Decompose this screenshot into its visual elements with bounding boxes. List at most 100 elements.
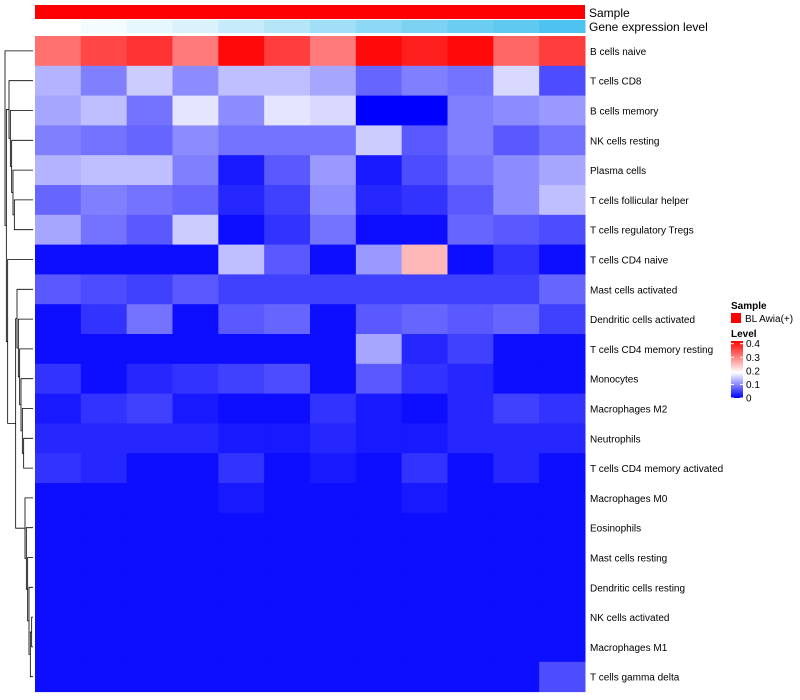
heatmap-cell: [447, 214, 494, 246]
heatmap-cell: [172, 95, 219, 126]
heatmap-cell: [447, 65, 494, 97]
heatmap-cell: [539, 542, 586, 573]
legend-tick-label: 0: [746, 394, 752, 405]
heatmap-cell: [447, 632, 494, 663]
legend-tick-label: 0.1: [746, 380, 760, 391]
heatmap-cell: [493, 453, 540, 484]
row-label: Macrophages M2: [590, 405, 668, 416]
heatmap-cell: [447, 542, 494, 573]
heatmap-cell: [264, 393, 311, 424]
dendrogram-branch: [20, 378, 33, 432]
heatmap-cell: [80, 602, 128, 633]
heatmap-cell: [35, 393, 82, 424]
legend-ticks: 0.4 0.3 0.2 0.1 0: [731, 339, 760, 405]
heatmap-cell: [172, 363, 219, 395]
heatmap-cell: [35, 65, 82, 97]
heatmap-cell: [126, 214, 173, 246]
row-label: B cells naive: [590, 47, 647, 58]
heatmap-cell: [218, 155, 265, 186]
heatmap-cell: [539, 483, 586, 514]
dendrogram-branch: [15, 318, 25, 529]
row-labels: B cells naive T cells CD8 B cells memory NK…: [590, 47, 723, 684]
heatmap-cell: [264, 602, 311, 633]
expression-annotation-cell: [493, 20, 540, 33]
heatmap-cell: [539, 125, 586, 156]
heatmap-cell: [172, 185, 219, 216]
heatmap-cell: [401, 363, 448, 395]
expression-annotation-cell: [401, 20, 448, 33]
heatmap-cell: [218, 512, 265, 544]
dendrogram-branch: [27, 557, 33, 622]
heatmap-cell: [310, 65, 357, 97]
heatmap-cell: [218, 304, 265, 335]
heatmap-cell: [447, 125, 494, 156]
heatmap-cell: [447, 36, 494, 67]
heatmap-cell: [80, 483, 128, 514]
heatmap-cell: [172, 542, 219, 573]
heatmap-cell: [80, 512, 128, 544]
heatmap-cell: [310, 95, 357, 126]
heatmap-cell: [401, 65, 448, 97]
heatmap-cell: [401, 244, 448, 275]
heatmap-cell: [447, 453, 494, 484]
heatmap-cell: [218, 453, 265, 484]
row-label: Mast cells activated: [590, 285, 677, 296]
heatmap-cell: [264, 125, 311, 156]
heatmap-cell: [493, 393, 540, 424]
heatmap-cell: [355, 363, 403, 395]
legend-level-title: Level: [731, 329, 757, 340]
heatmap-cell: [218, 393, 265, 424]
heatmap-cell: [35, 244, 82, 275]
heatmap-cell: [264, 185, 311, 216]
heatmap-cell: [355, 65, 403, 97]
heatmap-cell: [35, 334, 82, 365]
heatmap-cell: [539, 244, 586, 275]
heatmap-cell: [447, 423, 494, 454]
heatmap-cell: [493, 304, 540, 335]
heatmap-cell: [35, 661, 82, 693]
heatmap-cell: [447, 661, 494, 693]
heatmap-cell: [355, 572, 403, 603]
row-label: T cells follicular helper: [590, 196, 689, 207]
row-label: Eosinophils: [590, 524, 641, 535]
legend-tick-label: 0.2: [746, 366, 760, 377]
expression-annotation-label: Gene expression level: [589, 20, 708, 34]
heatmap-cell: [80, 304, 128, 335]
heatmap-cell: [539, 95, 586, 126]
heatmap-cell: [264, 453, 311, 484]
dendrogram-branch: [13, 199, 33, 231]
dendrogram-branch: [16, 288, 33, 349]
heatmap-cell: [172, 155, 219, 186]
heatmap-cell: [355, 423, 403, 454]
heatmap-cell: [126, 572, 173, 603]
dendrogram-branch: [12, 169, 33, 216]
heatmap-cell: [310, 602, 357, 633]
heatmap-cell: [218, 65, 265, 97]
heatmap-cell: [493, 155, 540, 186]
heatmap-cell: [310, 274, 357, 305]
heatmap-cell: [35, 423, 82, 454]
heatmap-cell: [447, 363, 494, 395]
column-annotations: Sample Gene expression level: [35, 5, 708, 34]
heatmap-cell: [264, 244, 311, 275]
heatmap-cell: [126, 363, 173, 395]
heatmap-cell: [80, 36, 128, 67]
heatmap-cell: [264, 334, 311, 365]
heatmap-cell: [172, 304, 219, 335]
legend-sample-title: Sample: [731, 301, 767, 312]
heatmap-cell: [80, 334, 128, 365]
heatmap-cell: [539, 453, 586, 484]
heatmap-cell: [264, 155, 311, 186]
heatmap-cell: [401, 125, 448, 156]
heatmap-cell: [218, 602, 265, 633]
heatmap-cell: [218, 214, 265, 246]
heatmap-cell: [35, 483, 82, 514]
heatmap-cell: [126, 155, 173, 186]
heatmap-cell: [401, 155, 448, 186]
legend-tick-label: 0.3: [746, 353, 760, 364]
heatmap-cell: [172, 65, 219, 97]
heatmap-cell: [126, 334, 173, 365]
heatmap-cell: [401, 661, 448, 693]
heatmap-cell: [35, 185, 82, 216]
heatmap-cell: [310, 632, 357, 663]
